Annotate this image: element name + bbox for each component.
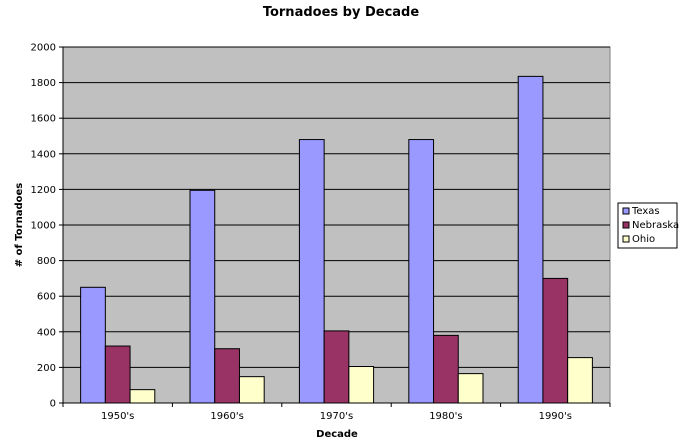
bar	[189, 189, 216, 404]
x-axis-ticks: 1950's 1960's 1970's 1980's 1990's	[62, 403, 611, 422]
bar	[542, 277, 569, 404]
y-tick-label: 200	[37, 363, 56, 374]
bar	[517, 75, 544, 404]
bar	[457, 373, 484, 404]
y-axis-title: # of Tornadoes	[14, 183, 25, 268]
legend-label: Texas	[631, 206, 660, 217]
bar	[214, 348, 240, 404]
x-tick-label: 1980's	[429, 411, 462, 422]
legend-label: Ohio	[632, 234, 655, 245]
bar	[298, 139, 325, 404]
legend-swatch	[622, 221, 630, 229]
y-tick-label: 800	[37, 256, 56, 267]
legend: Texas Nebraska Ohio	[617, 202, 679, 249]
legend-swatch	[622, 207, 630, 215]
bar	[348, 366, 375, 404]
chart-title: Tornadoes by Decade	[263, 5, 420, 20]
bar	[129, 389, 156, 404]
x-tick-label: 1950's	[101, 411, 134, 422]
y-tick-label: 400	[37, 327, 56, 338]
legend-label: Nebraska	[632, 220, 679, 231]
y-tick-label: 0	[50, 399, 56, 410]
y-tick-label: 1800	[31, 78, 56, 89]
y-tick-label: 1000	[31, 221, 56, 232]
bar	[80, 286, 106, 404]
y-tick-label: 2000	[31, 43, 56, 54]
bar	[323, 330, 350, 404]
y-tick-label: 1600	[31, 114, 56, 125]
x-axis-title: Decade	[316, 429, 358, 440]
x-tick-label: 1970's	[320, 411, 353, 422]
bar	[433, 334, 459, 404]
bar	[567, 357, 593, 404]
x-tick-label: 1960's	[210, 411, 243, 422]
bar	[238, 376, 265, 404]
y-axis-ticks: 0 200 400 600 800 1000 1200 1400 1600 1800 2000	[31, 43, 63, 410]
bar	[408, 139, 435, 404]
y-tick-label: 1200	[31, 185, 56, 196]
x-tick-label: 1990's	[539, 411, 572, 422]
legend-swatch	[622, 235, 630, 243]
bar	[104, 345, 131, 404]
y-tick-label: 1400	[31, 149, 56, 160]
y-tick-label: 600	[37, 292, 56, 303]
